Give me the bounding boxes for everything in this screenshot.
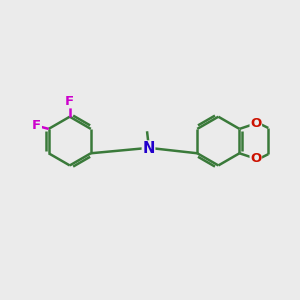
Text: O: O: [250, 152, 261, 165]
Text: F: F: [32, 119, 41, 132]
Text: N: N: [142, 141, 155, 156]
Text: O: O: [250, 117, 261, 130]
Text: F: F: [65, 95, 74, 108]
